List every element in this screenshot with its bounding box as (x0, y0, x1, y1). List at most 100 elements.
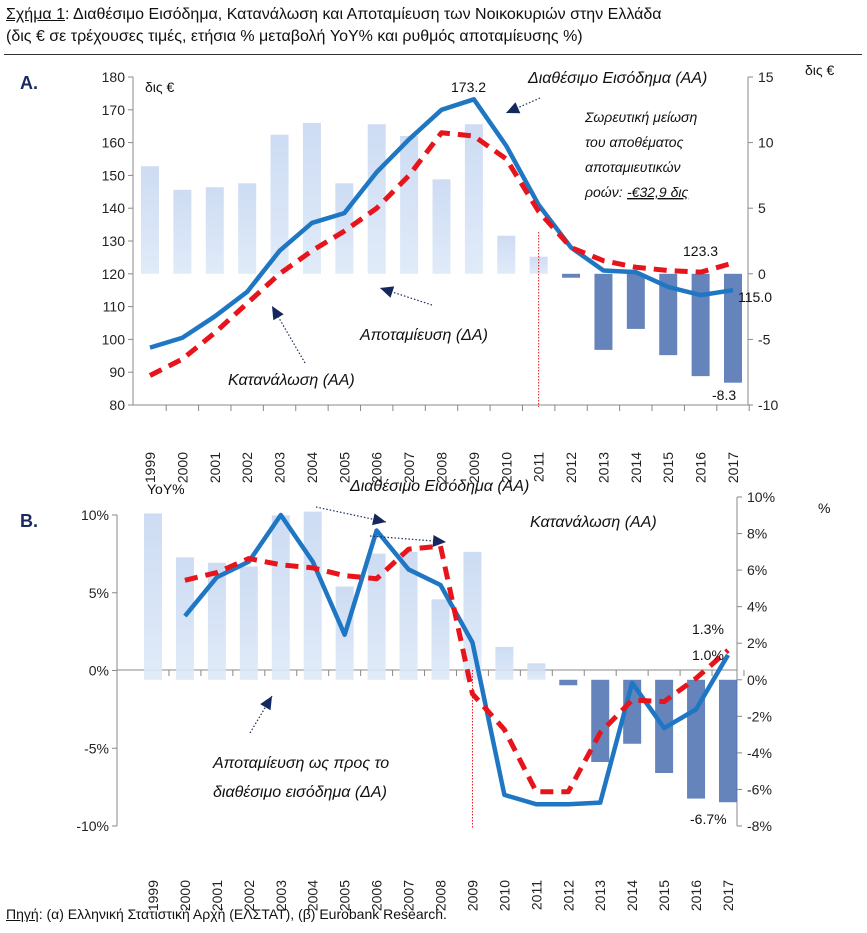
y2-tick-label: 0 (758, 266, 766, 282)
consumption-line (148, 130, 734, 378)
bar-savings (562, 273, 581, 278)
x-tick-label: 2005 (337, 880, 353, 911)
bar-savings (527, 663, 546, 680)
x-tick-label: 2014 (624, 880, 640, 911)
y2-tick-label: 2% (747, 635, 767, 651)
x-tick-label: 2009 (466, 452, 482, 483)
bar-savings (239, 566, 258, 680)
income-line (149, 97, 734, 350)
y2-tick-label: 4% (747, 599, 767, 615)
y2-tick-label: 6% (747, 562, 767, 578)
bar-savings (497, 235, 516, 274)
legend-consumption: Κατανάλωση (ΑΑ) (228, 372, 355, 389)
bar-savings (207, 562, 226, 680)
x-tick-label: 2013 (592, 880, 608, 911)
source-label: Πηγή (6, 906, 39, 922)
y2-tick-label: 10% (747, 489, 775, 505)
bar-savings (141, 166, 159, 274)
arrow-income-head (372, 513, 386, 526)
legend-income: Διαθέσιμο Εισόδημα (ΑΑ) (349, 478, 529, 495)
y-tick-label: 0% (89, 663, 109, 679)
x-tick-label: 2015 (660, 452, 676, 483)
bar-savings (271, 515, 290, 680)
source-text: : (α) Ελληνική Στατιστική Αρχή (ΕΛΣΤΑΤ),… (38, 906, 447, 922)
bar-savings (205, 187, 224, 274)
y2-tick-label: -2% (747, 708, 772, 724)
x-tick-label: 2001 (207, 452, 223, 483)
bar-savings (594, 273, 613, 350)
y2-tick-label: -6% (747, 781, 772, 797)
y-tick-label: 5% (89, 585, 109, 601)
consumption-line (184, 543, 730, 795)
x-tick-label: 2007 (401, 880, 417, 911)
y2-axis-label: δις € (805, 62, 835, 78)
bar-savings (495, 646, 514, 680)
label-income-end: 1.0% (692, 647, 724, 663)
figure-title: Σχήμα 1: Διαθέσιμο Εισόδημα, Κατανάλωση … (6, 4, 864, 48)
arrow-consumption-head (272, 306, 284, 321)
x-tick-label: 2004 (305, 880, 321, 911)
bar-savings (431, 599, 450, 680)
x-tick-label: 2000 (177, 880, 193, 911)
y-tick-label: 170 (102, 102, 126, 118)
y-tick-label: 140 (102, 200, 126, 216)
legend-consumption: Κατανάλωση (ΑΑ) (530, 514, 657, 531)
arrow-consumption-head (432, 534, 446, 547)
x-tick-label: 2014 (628, 452, 644, 483)
y2-tick-label: 0% (747, 672, 767, 688)
bar-savings (399, 551, 418, 680)
x-tick-label: 2001 (209, 880, 225, 911)
source-note: Πηγή: (α) Ελληνική Στατιστική Αρχή (ΕΛΣΤ… (6, 906, 447, 922)
bar-savings (175, 557, 194, 680)
y2-tick-label: 5 (758, 200, 766, 216)
x-tick-label: 1999 (142, 452, 158, 483)
label-savings-end: -8.3 (712, 387, 736, 403)
x-tick-label: 2003 (272, 452, 288, 483)
y-tick-label: 160 (102, 135, 126, 151)
legend-savings: Αποταμίευση (ΔΑ) (359, 327, 488, 344)
annotation-note: ροών: (584, 184, 623, 200)
figure-number: Σχήμα 1 (6, 6, 65, 23)
annotation-note: Σωρευτική μείωση (584, 109, 697, 125)
x-tick-label: 2009 (464, 880, 480, 911)
y-tick-label: 90 (109, 364, 125, 380)
panel-label: B. (20, 511, 38, 531)
y-tick-label: 10% (81, 507, 109, 523)
y-tick-label: 100 (102, 331, 126, 347)
legend-income: Διαθέσιμο Εισόδημα (ΑΑ) (527, 70, 707, 87)
y-axis-label: δις € (145, 79, 175, 95)
y-tick-label: 120 (102, 266, 126, 282)
arrow-savings-head (260, 696, 272, 711)
bar-savings (367, 553, 386, 680)
annotation-note: αποταμιευτικών (585, 159, 680, 175)
y-tick-label: -5% (84, 740, 109, 756)
annotation-note: του αποθέματος (585, 134, 684, 150)
bar-savings (559, 679, 578, 686)
bar-savings (303, 511, 322, 680)
bar-savings (173, 189, 192, 274)
x-tick-label: 2005 (336, 452, 352, 483)
y2-tick-label: -5 (758, 331, 771, 347)
bar-savings (691, 273, 710, 377)
bar-savings (432, 179, 451, 274)
bar-savings (400, 136, 419, 274)
figure-title-text: : Διαθέσιμο Εισόδημα, Κατανάλωση και Απο… (65, 6, 662, 23)
x-tick-label: 2002 (241, 880, 257, 911)
y2-tick-label: 10 (758, 135, 774, 151)
title-divider (4, 54, 862, 55)
x-tick-label: 2012 (560, 880, 576, 911)
arrow-income-line (505, 97, 541, 114)
x-tick-label: 2011 (528, 880, 544, 910)
arrow-savings-head (380, 286, 395, 298)
x-tick-label: 2016 (693, 452, 709, 483)
x-tick-label: 2017 (725, 452, 741, 483)
annotation-value: -€32,9 δις (627, 184, 688, 200)
bar-savings (463, 551, 482, 680)
y2-tick-label: -4% (747, 745, 772, 761)
bar-savings (238, 183, 257, 274)
y-tick-label: 110 (103, 299, 126, 315)
y2-tick-label: 8% (747, 526, 767, 542)
bar-savings (335, 183, 354, 274)
y-tick-label: 80 (109, 397, 125, 413)
legend-savings: Αποταμίευση ως προς το (212, 755, 389, 772)
